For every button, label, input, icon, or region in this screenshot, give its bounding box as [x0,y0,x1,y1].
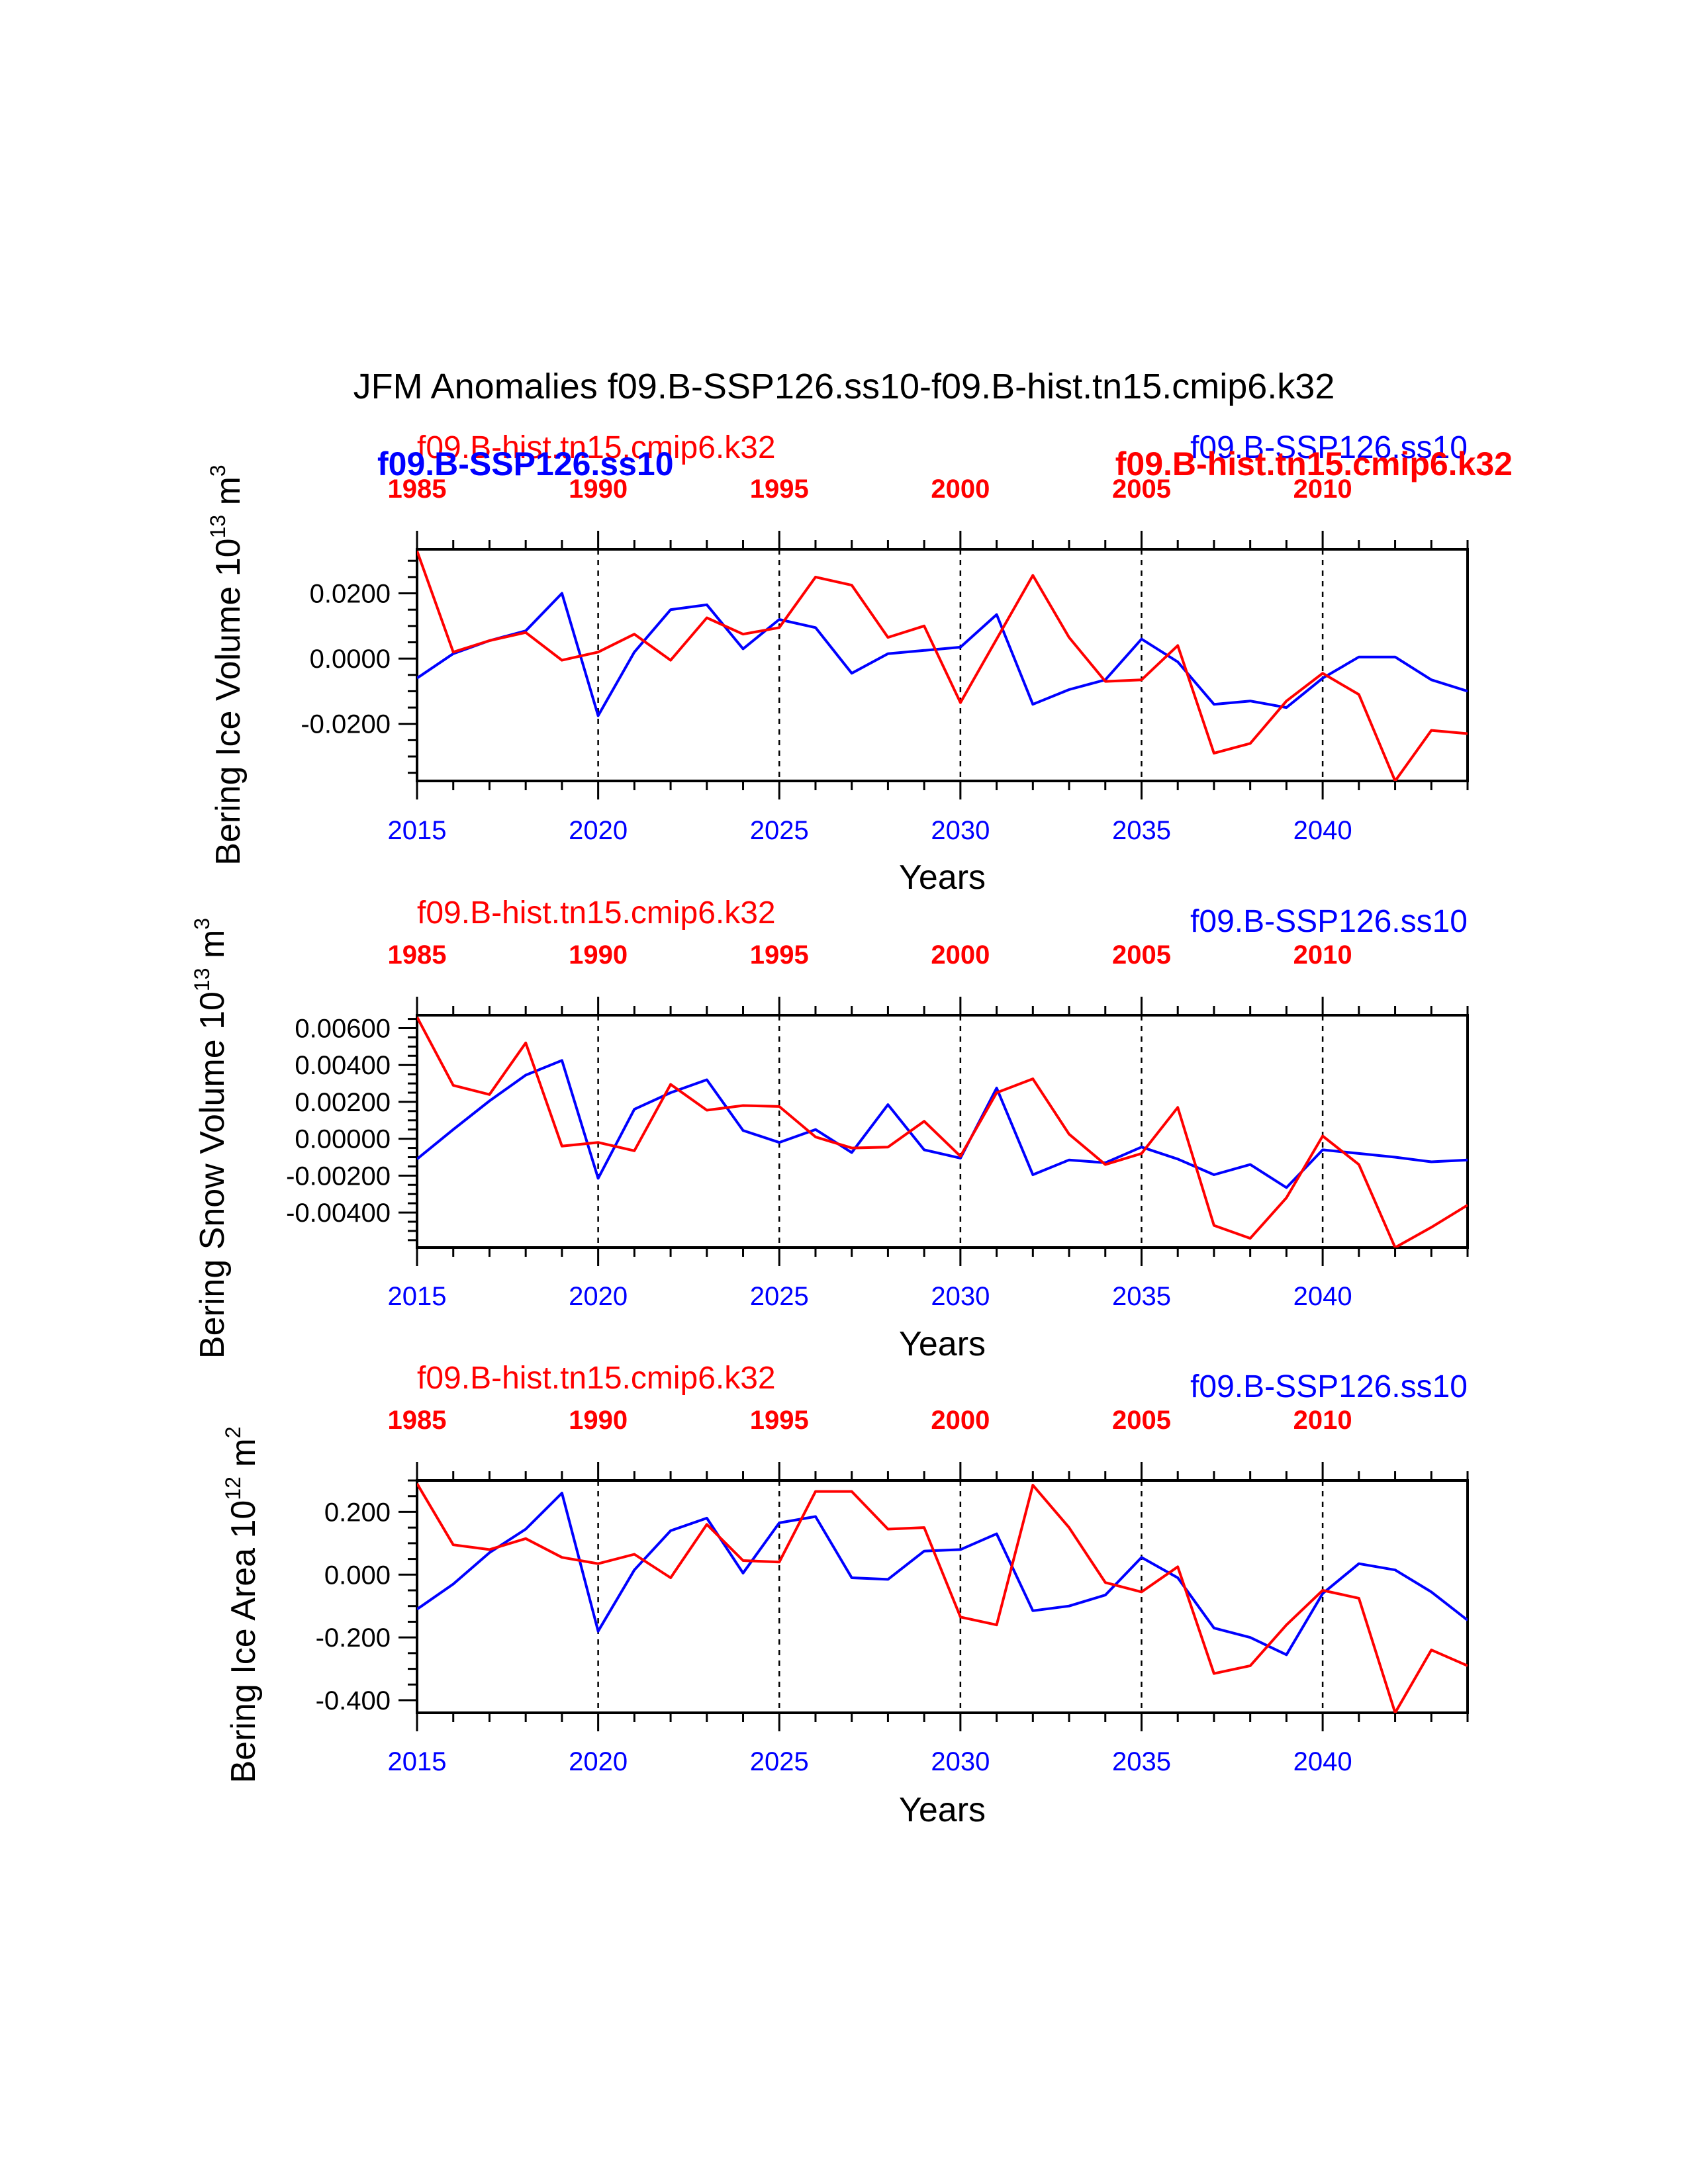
y-axis-title-part: 3 [206,465,230,477]
x-tick-label-ssp: 2015 [388,1282,447,1311]
y-tick-label: -0.00400 [286,1199,391,1228]
x-tick-label-hist: 2000 [931,1406,990,1435]
y-tick-label: 0.00600 [295,1015,391,1044]
x-tick-label-ssp: 2025 [750,1747,809,1776]
run-label-hist: f09.B-hist.tn15.cmip6.k32 [417,1361,776,1396]
x-axis-title: Years [899,1791,986,1829]
x-tick-label-ssp: 2035 [1112,816,1171,845]
panel-3: -0.400 -0.200 0.000 0.200 2015 2020 2025 2030 20… [221,1361,1469,1829]
x-tick-label-hist: 2000 [931,475,990,504]
run-label-hist: f09.B-hist.tn15.cmip6.k32 [417,430,776,465]
y-axis-title-part: m [193,930,232,968]
run-label-ssp: f09.B-SSP126.ss10 [1190,430,1468,465]
panel-1: -0.0200 0.0000 0.0200 2015 2020 2025 2030 2035 2… [206,430,1513,897]
y-axis-title-part: 2 [221,1427,245,1439]
run-label-hist: f09.B-hist.tn15.cmip6.k32 [417,895,776,931]
x-tick-label-ssp: 2040 [1293,1747,1352,1776]
y-tick-label: 0.00000 [295,1125,391,1154]
x-tick-label-ssp: 2025 [750,816,809,845]
y-tick-label: -0.00200 [286,1161,391,1191]
y-tick-label: -0.0200 [301,710,391,739]
x-tick-label-hist: 1995 [750,1406,809,1435]
x-tick-label-ssp: 2030 [931,1282,990,1311]
run-label-hist-bold: f09.B-hist.tn15.cmip6.k32 [1115,445,1513,482]
x-tick-label-hist: 2005 [1112,940,1171,970]
y-axis-title-part: Bering Ice Volume 10 [209,538,248,865]
y-axis-title-part: Bering Ice Area 10 [224,1500,263,1784]
x-axis-title: Years [899,858,986,897]
x-tick-label-ssp: 2020 [569,1282,628,1311]
y-axis-title-part: Bering Snow Volume 10 [193,991,232,1359]
x-tick-label-hist: 2005 [1112,1406,1171,1435]
x-tick-label-ssp: 2020 [569,1747,628,1776]
x-tick-label-hist: 1985 [388,475,447,504]
y-axis-title: Bering Snow Volume 1013 m3 [190,918,232,1359]
x-tick-label-ssp: 2035 [1112,1282,1171,1311]
series-line-hist [417,550,1468,781]
y-axis-title: Bering Ice Volume 1013 m3 [206,465,248,865]
series-line-ssp [417,1492,1468,1657]
x-tick-label-ssp: 2020 [569,816,628,845]
run-label-ssp: f09.B-SSP126.ss10 [1190,1369,1468,1404]
x-tick-label-ssp: 2015 [388,816,447,845]
y-axis-title-part: m [224,1438,263,1477]
x-tick-label-ssp: 2035 [1112,1747,1171,1776]
plot-frame [416,1014,1469,1249]
plot-frame [416,548,1469,782]
x-tick-label-hist: 1995 [750,475,809,504]
y-axis-title-part: m [209,477,248,515]
x-tick-label-ssp: 2030 [931,1747,990,1776]
x-tick-label-ssp: 2015 [388,1747,447,1776]
x-tick-label-hist: 1990 [569,475,628,504]
x-tick-label-ssp: 2040 [1293,1282,1352,1311]
x-tick-label-hist: 1985 [388,940,447,970]
x-tick-label-ssp: 2025 [750,1282,809,1311]
y-tick-label: 0.0000 [310,645,391,674]
x-tick-label-hist: 1990 [569,940,628,970]
x-tick-label-hist: 1990 [569,1406,628,1435]
x-tick-label-hist: 2000 [931,940,990,970]
panel-2: -0.00400 -0.00200 0.00000 0.00200 0.00400 0.0… [190,895,1469,1363]
y-tick-label: -0.400 [316,1686,391,1715]
y-tick-label: 0.200 [324,1498,391,1527]
y-axis-title-part: 3 [190,918,214,930]
figure-title: JFM Anomalies f09.B-SSP126.ss10-f09.B-hi… [353,367,1335,406]
y-axis-title-part: 12 [221,1477,245,1500]
y-axis-title-part: 13 [190,968,214,991]
x-tick-label-hist: 2010 [1293,940,1352,970]
series-line-ssp [417,1059,1468,1189]
y-tick-label: -0.200 [316,1623,391,1653]
y-axis-title-part: 13 [206,515,230,539]
x-tick-label-hist: 1995 [750,940,809,970]
series-line-ssp [417,592,1468,717]
run-label-ssp: f09.B-SSP126.ss10 [1190,904,1468,939]
x-tick-label-hist: 2010 [1293,1406,1352,1435]
y-axis-title: Bering Ice Area 1012 m2 [221,1427,263,1784]
x-tick-label-ssp: 2030 [931,816,990,845]
y-tick-label: 0.000 [324,1561,391,1590]
series-line-hist [417,1016,1468,1248]
x-tick-label-hist: 2010 [1293,475,1352,504]
y-tick-label: 0.0200 [310,580,391,609]
x-tick-label-ssp: 2040 [1293,816,1352,845]
x-tick-label-hist: 2005 [1112,475,1171,504]
y-tick-label: 0.00400 [295,1051,391,1080]
plot-frame [416,1479,1469,1714]
x-tick-label-hist: 1985 [388,1406,447,1435]
run-label-ssp-bold: f09.B-SSP126.ss10 [377,445,674,482]
y-tick-label: 0.00200 [295,1088,391,1117]
series-line-hist [417,1482,1468,1713]
x-axis-title: Years [899,1325,986,1363]
